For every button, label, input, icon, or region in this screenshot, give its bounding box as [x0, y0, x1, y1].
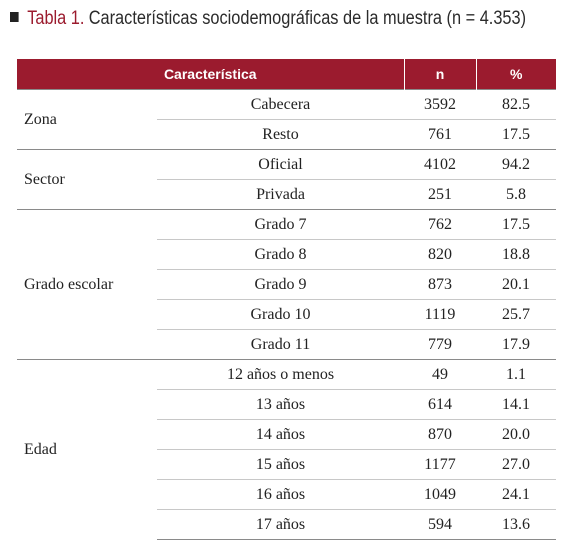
group-label: Zona — [17, 89, 157, 150]
group-label: Edad — [17, 359, 157, 540]
category-cell: Grado 11 — [157, 329, 404, 360]
percent-cell: 94.2 — [476, 149, 556, 180]
count-cell: 1049 — [404, 479, 476, 510]
category-cell: 15 años — [157, 449, 404, 480]
table-row: Zona Cabecera 3592 82.5 — [17, 89, 556, 150]
table-label: Tabla 1. — [27, 8, 85, 29]
table-row: 14 años 870 20.0 — [17, 419, 556, 450]
header-cell: % — [475, 59, 556, 90]
table-row: 17 años 594 13.6 — [17, 509, 556, 540]
percent-cell: 27.0 — [476, 449, 556, 480]
percent-cell: 24.1 — [476, 479, 556, 510]
count-cell: 49 — [404, 359, 476, 390]
count-cell: 1119 — [404, 299, 476, 330]
category-cell: 14 años — [157, 419, 404, 450]
table-row: Sector Oficial 4102 94.2 — [17, 149, 556, 210]
table-row: 15 años 1177 27.0 — [17, 449, 556, 480]
category-cell: 17 años — [157, 509, 404, 540]
category-cell: 13 años — [157, 389, 404, 420]
percent-cell: 17.9 — [476, 329, 556, 360]
category-cell: Oficial — [157, 149, 404, 180]
percent-cell: 18.8 — [476, 239, 556, 270]
title-text: Características sociodemográficas de la … — [88, 8, 527, 29]
table-row: Grado escolar Grado 7 762 17.5 — [17, 209, 556, 360]
header-row: Característica n % — [17, 59, 556, 90]
count-cell: 873 — [404, 269, 476, 300]
count-cell: 251 — [404, 179, 476, 210]
group-label: Sector — [17, 149, 157, 210]
percent-cell: 14.1 — [476, 389, 556, 420]
percent-cell: 20.0 — [476, 419, 556, 450]
percent-cell: 82.5 — [476, 89, 556, 120]
table-row: 13 años 614 14.1 — [17, 389, 556, 420]
category-cell: 12 años o menos — [157, 359, 404, 390]
bullet — [10, 12, 19, 22]
data-table: Característica n % Zona Cabecera 3592 82.5 R… — [17, 59, 556, 540]
percent-cell: 1.1 — [476, 359, 556, 390]
count-cell: 870 — [404, 419, 476, 450]
count-cell: 594 — [404, 509, 476, 540]
header-cell: n — [403, 59, 476, 90]
percent-cell: 20.1 — [476, 269, 556, 300]
table-row: Grado 10 1119 25.7 — [17, 299, 556, 330]
category-cell: Grado 8 — [157, 239, 404, 270]
category-cell: 16 años — [157, 479, 404, 510]
category-cell: Grado 9 — [157, 269, 404, 300]
count-cell: 4102 — [404, 149, 476, 180]
count-cell: 762 — [404, 209, 476, 240]
table-row: Edad 12 años o menos 49 1.1 — [17, 359, 556, 540]
percent-cell: 17.5 — [476, 119, 556, 150]
table-title: Tabla 1. Características sociodemográfica… — [10, 8, 526, 30]
percent-cell: 5.8 — [476, 179, 556, 210]
table-row: Resto 761 17.5 — [17, 119, 556, 150]
category-cell: Grado 7 — [157, 209, 404, 240]
table-row: 16 años 1049 24.1 — [17, 479, 556, 510]
percent-cell: 13.6 — [476, 509, 556, 540]
table-row: Grado 11 779 17.9 — [17, 329, 556, 360]
table-row: Grado 9 873 20.1 — [17, 269, 556, 300]
count-cell: 1177 — [404, 449, 476, 480]
header-cell: Característica — [17, 59, 404, 90]
count-cell: 614 — [404, 389, 476, 420]
percent-cell: 25.7 — [476, 299, 556, 330]
count-cell: 3592 — [404, 89, 476, 120]
category-cell: Grado 10 — [157, 299, 404, 330]
category-cell: Cabecera — [157, 89, 404, 120]
count-cell: 761 — [404, 119, 476, 150]
count-cell: 779 — [404, 329, 476, 360]
table-row: Grado 8 820 18.8 — [17, 239, 556, 270]
category-cell: Resto — [157, 119, 404, 150]
count-cell: 820 — [404, 239, 476, 270]
group-label: Grado escolar — [17, 209, 157, 360]
table-row: Privada 251 5.8 — [17, 179, 556, 210]
percent-cell: 17.5 — [476, 209, 556, 240]
category-cell: Privada — [157, 179, 404, 210]
